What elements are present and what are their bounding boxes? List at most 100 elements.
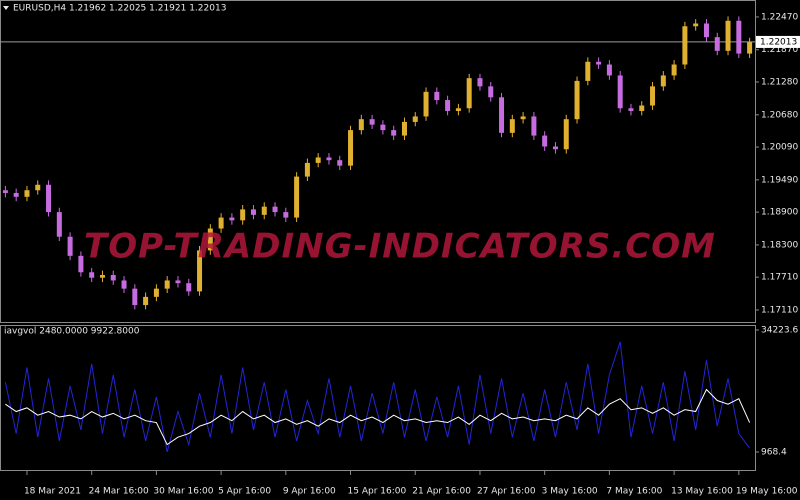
candle-body — [283, 212, 289, 218]
symbol-menu-icon[interactable] — [3, 6, 9, 10]
price-panel-title: EURUSD,H4 1.21962 1.22025 1.21921 1.2201… — [13, 4, 226, 14]
y-tick-label: 1.18900 — [761, 208, 798, 218]
candle-body — [412, 116, 418, 122]
candle-body — [337, 160, 343, 166]
candle-body — [542, 135, 548, 147]
candle-body — [563, 119, 569, 150]
x-tick-label: 13 May 16:00 — [671, 487, 733, 497]
candle-body — [606, 64, 612, 76]
candle-body — [35, 184, 41, 191]
candle-body — [143, 296, 149, 306]
candle-body — [488, 86, 494, 98]
candle-body — [261, 206, 267, 215]
candle-body — [401, 121, 407, 136]
candle-body — [747, 42, 753, 54]
indicator-panel-title: iavgvol 2480.0000 9922.8000 — [4, 327, 140, 337]
candle-body — [197, 250, 203, 292]
x-tick-label: 21 Apr 16:00 — [412, 487, 471, 497]
candle-body — [552, 146, 558, 150]
candle-body — [326, 157, 332, 161]
candle-body — [445, 100, 451, 111]
candle-body — [736, 20, 742, 54]
candle-body — [466, 78, 472, 109]
candle-body — [229, 217, 235, 221]
candle-body — [455, 108, 461, 111]
current-price-box — [756, 35, 800, 48]
candle-body — [650, 86, 656, 106]
candle-body — [725, 20, 731, 51]
indicator-line — [4, 341, 751, 453]
candle-body — [175, 280, 181, 284]
candle-body — [67, 236, 73, 256]
y-tick-label: 1.17110 — [761, 305, 798, 315]
candle-body — [348, 130, 354, 166]
y-tick-label: 1.18300 — [761, 240, 798, 250]
candle-body — [369, 119, 375, 125]
x-tick-label: 19 May 16:00 — [736, 487, 798, 497]
plot-layer: 1.22470 1.21870 1.21280 1.20680 1.20090 1.194… — [0, 12, 800, 497]
candle-body — [207, 228, 213, 251]
y-tick-label: 1.20090 — [761, 143, 798, 153]
candle-body — [596, 61, 602, 65]
indicator-panel-frame — [0, 325, 756, 471]
candle-body — [304, 162, 310, 177]
candle-body — [682, 26, 688, 65]
candle-body — [520, 116, 526, 120]
x-tick-label: 7 May 16:00 — [606, 487, 662, 497]
x-tick-label: 5 Apr 16:00 — [218, 487, 271, 497]
candle-body — [46, 184, 52, 213]
x-tick-label: 9 Apr 16:00 — [283, 487, 336, 497]
candle-body — [56, 212, 62, 237]
x-tick-label: 27 Apr 16:00 — [477, 487, 536, 497]
candle-body — [660, 75, 666, 87]
x-tick-label: 24 Mar 16:00 — [89, 487, 149, 497]
candle-body — [110, 274, 116, 281]
candle-body — [78, 255, 84, 273]
candle-body — [89, 272, 95, 278]
candle-body — [639, 105, 645, 111]
current-price-label: 1.22013 — [760, 37, 797, 47]
candle-body — [671, 64, 677, 76]
x-tick-label: 30 Mar 16:00 — [153, 487, 213, 497]
y-tick-label: 968.4 — [761, 448, 787, 458]
candle-body — [585, 61, 591, 81]
y-tick-label: 1.20680 — [761, 110, 798, 120]
candle-body — [714, 37, 720, 51]
watermark: TOP-TRADING-INDICATORS.COM — [84, 227, 716, 267]
candle-body — [358, 119, 364, 131]
y-tick-label: 1.21870 — [761, 45, 798, 55]
candle-body — [477, 78, 483, 87]
indicator-line — [5, 388, 751, 446]
candle-body — [380, 124, 386, 131]
y-tick-label: 1.22470 — [761, 12, 798, 22]
x-tick-label: 3 May 16:00 — [542, 487, 598, 497]
y-tick-label: 1.21280 — [761, 78, 798, 88]
candle-body — [703, 23, 709, 38]
candle-body — [121, 280, 127, 289]
candle-body — [315, 157, 321, 163]
candle-body — [240, 209, 246, 221]
candle-body — [250, 209, 256, 215]
candle-body — [186, 283, 192, 292]
candle-body — [617, 75, 623, 109]
candle-body — [2, 190, 8, 193]
candle-body — [693, 23, 699, 27]
candle-body — [391, 130, 397, 136]
price-panel-frame — [0, 0, 756, 323]
candle-body — [499, 97, 505, 133]
candle-body — [24, 190, 30, 197]
candle-body — [272, 206, 278, 213]
y-tick-label: 1.19490 — [761, 175, 798, 185]
candle-body — [153, 288, 159, 297]
candle-body — [434, 91, 440, 101]
candle-body — [531, 116, 537, 136]
candle-body — [218, 217, 224, 229]
y-tick-label: 34223.6 — [761, 325, 798, 335]
x-tick-label: 18 Mar 2021 — [24, 487, 81, 497]
candle-body — [574, 80, 580, 120]
candle-body — [99, 274, 105, 278]
candle-body — [164, 280, 170, 289]
x-tick-label: 15 Apr 16:00 — [348, 487, 407, 497]
candle-body — [628, 108, 634, 111]
